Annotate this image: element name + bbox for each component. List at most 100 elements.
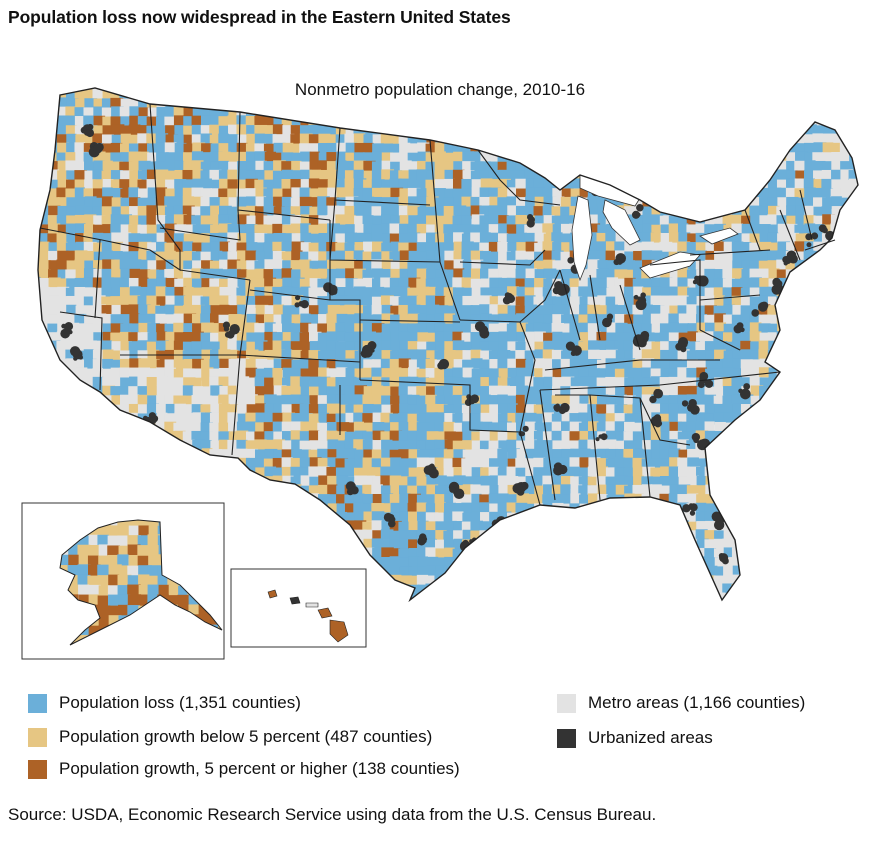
county-cell xyxy=(398,152,409,165)
county-cell xyxy=(516,367,529,379)
county-cell xyxy=(848,376,858,388)
county-cell xyxy=(488,205,502,216)
county-cell xyxy=(263,422,277,434)
county-cell xyxy=(120,232,132,245)
county-cell xyxy=(695,232,707,244)
county-cell xyxy=(677,457,689,469)
county-cell xyxy=(128,151,141,165)
county-cell xyxy=(606,287,618,299)
county-cell xyxy=(146,250,159,262)
county-cell xyxy=(786,503,798,515)
county-cell xyxy=(362,503,374,517)
county-cell xyxy=(291,349,302,363)
county-cell xyxy=(686,215,700,228)
county-cell xyxy=(705,206,717,217)
county-cell xyxy=(453,323,466,336)
county-cell xyxy=(246,493,259,506)
county-cell xyxy=(614,305,626,318)
county-cell xyxy=(327,422,339,435)
county-cell xyxy=(704,394,717,407)
county-cell xyxy=(66,233,77,245)
county-cell xyxy=(380,422,391,434)
county-cell xyxy=(848,493,858,507)
county-cell xyxy=(237,277,249,289)
county-cell xyxy=(597,529,611,541)
county-cell xyxy=(452,88,464,99)
county-cell xyxy=(470,250,484,262)
county-cell xyxy=(237,88,250,90)
county-cell xyxy=(272,278,284,290)
county-cell xyxy=(281,161,293,173)
county-cell xyxy=(48,250,61,263)
county-cell xyxy=(425,88,437,92)
county-cell xyxy=(281,196,293,208)
county-cell xyxy=(75,467,86,479)
county-cell xyxy=(506,512,520,524)
county-cell xyxy=(633,548,644,561)
county-cell xyxy=(101,340,112,353)
county-cell xyxy=(813,179,824,191)
county-cell xyxy=(624,529,636,541)
county-cell xyxy=(146,224,158,236)
county-cell xyxy=(218,188,230,200)
county-cell xyxy=(624,350,635,362)
county-cell xyxy=(552,331,563,343)
county-cell xyxy=(452,413,463,427)
county-cell xyxy=(579,304,590,317)
county-cell xyxy=(714,349,726,363)
county-cell xyxy=(155,133,169,144)
county-cell xyxy=(488,376,501,389)
county-cell xyxy=(38,421,52,434)
county-cell xyxy=(813,170,824,182)
county-cell xyxy=(642,287,655,299)
county-cell xyxy=(56,232,68,243)
county-cell xyxy=(308,305,321,317)
county-cell xyxy=(570,286,583,300)
county-cell xyxy=(804,475,817,487)
county-cell xyxy=(507,521,518,532)
county-cell xyxy=(632,386,645,399)
county-cell xyxy=(587,466,600,477)
county-cell xyxy=(452,98,464,110)
county-cell xyxy=(614,142,627,153)
county-cell xyxy=(111,197,123,209)
county-cell xyxy=(344,358,355,372)
county-cell xyxy=(858,385,870,396)
county-cell xyxy=(696,314,708,325)
county-cell xyxy=(227,340,238,352)
county-cell xyxy=(525,187,537,198)
county-cell xyxy=(714,341,728,352)
county-cell xyxy=(128,88,140,91)
county-cell xyxy=(389,475,402,488)
county-cell xyxy=(426,494,438,507)
county-cell xyxy=(345,124,358,137)
county-cell xyxy=(146,485,157,499)
county-cell xyxy=(138,304,151,316)
county-cell xyxy=(326,313,338,326)
county-cell xyxy=(588,125,599,137)
county-cell xyxy=(786,115,800,127)
county-cell xyxy=(714,476,727,488)
county-cell xyxy=(57,250,69,261)
county-cell xyxy=(236,242,249,254)
county-cell xyxy=(714,313,726,325)
county-cell xyxy=(281,98,293,110)
county-cell xyxy=(732,251,745,264)
county-cell xyxy=(353,394,364,405)
county-cell xyxy=(192,466,203,478)
county-cell xyxy=(497,242,508,254)
county-cell xyxy=(479,215,490,226)
county-cell xyxy=(795,413,806,425)
county-cell xyxy=(264,125,276,136)
county-cell xyxy=(767,197,779,208)
county-cell xyxy=(812,521,826,535)
county-cell xyxy=(308,368,321,381)
county-cell xyxy=(525,404,536,417)
county-cell xyxy=(380,89,393,101)
county-cell xyxy=(624,98,637,110)
county-cell xyxy=(470,133,481,145)
county-cell xyxy=(758,125,771,138)
county-cell xyxy=(209,260,221,273)
county-cell xyxy=(281,359,293,370)
county-cell xyxy=(831,206,843,218)
